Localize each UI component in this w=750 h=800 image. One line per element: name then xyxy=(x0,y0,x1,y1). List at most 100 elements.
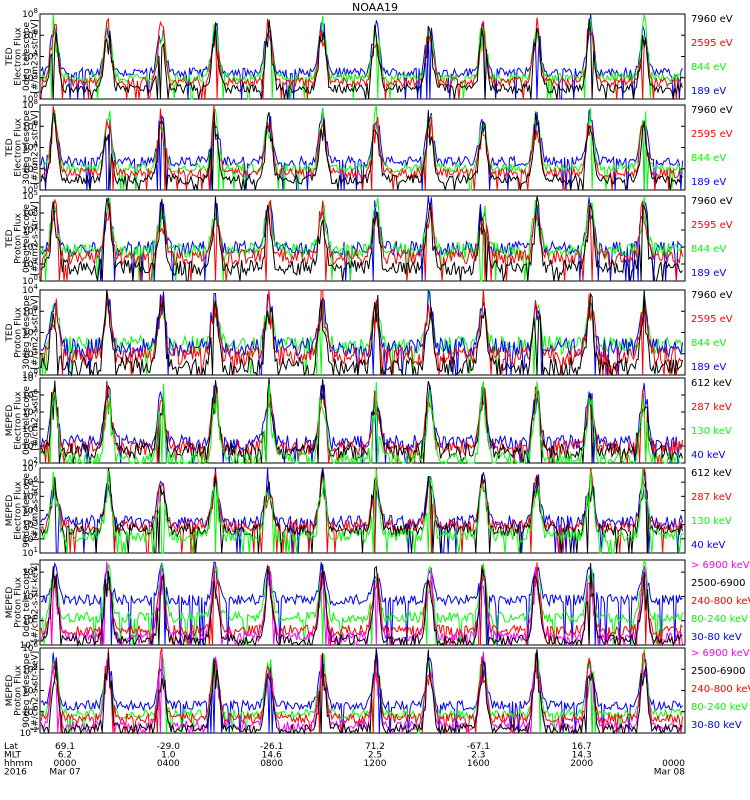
legend-entry: 130 keV xyxy=(691,516,732,527)
series-line-287-kev xyxy=(40,467,683,554)
y-axis-label-line: Proton Flux xyxy=(14,577,24,628)
x-tick-label: -67.1 xyxy=(467,742,490,752)
x-row-label: hhmm xyxy=(4,759,33,769)
y-axis-label-line: TED xyxy=(5,47,15,66)
x-tick-label: 1200 xyxy=(364,759,387,769)
legend-entry: 844 eV xyxy=(691,62,726,73)
series-line-40-kev xyxy=(40,467,683,554)
x-tick-label: 14.6 xyxy=(262,751,282,761)
series-line-7960-ev xyxy=(40,195,683,282)
legend-entry: 2595 eV xyxy=(691,314,733,325)
x-tick-label: 16.7 xyxy=(572,742,592,752)
series-line-130-kev xyxy=(40,468,683,554)
y-axis-label-line: [#/cm2-s-str-eV] xyxy=(31,201,41,276)
y-axis-label-line: [#/cm2-s-str-keV] xyxy=(31,651,41,730)
series-group xyxy=(40,559,683,647)
y-axis-label-line: [#/cm2-s-str] xyxy=(31,390,41,450)
series-line-30-80-kev xyxy=(40,561,683,646)
legend-entry: 287 keV xyxy=(691,402,732,413)
series-line-2500-6900 xyxy=(40,562,683,647)
y-axis-label-line: 30deg telescope xyxy=(22,295,32,370)
legend: 7960 eV 2595 eV 844 eV 189 eV xyxy=(691,196,733,279)
x-tick-label: Mar 08 xyxy=(654,768,686,778)
x-tick-label: 0000 xyxy=(54,759,77,769)
y-axis-label-line: 30deg telescope xyxy=(22,110,32,185)
legend-entry: 7960 eV xyxy=(691,196,733,207)
x-tick-label: -29.0 xyxy=(157,742,181,752)
x-tick-label: 2.5 xyxy=(368,751,382,761)
y-axis-label-line: 0deg telescope xyxy=(22,22,32,92)
series-line-80-240-kev xyxy=(40,559,683,646)
y-axis-label-line: MEPED xyxy=(5,587,15,619)
y-axis-label-line: Proton Flux xyxy=(14,665,24,716)
x-tick-label: 71.2 xyxy=(365,742,385,752)
series-line-287-kev xyxy=(40,382,683,464)
series-line-7960-ev xyxy=(40,289,683,377)
legend-entry: 80-240 keV xyxy=(691,702,748,713)
legend: 612 keV 287 keV 130 keV 40 keV xyxy=(691,468,732,551)
y-axis-label-line: [#/cm2-s-str-keV] xyxy=(31,563,41,642)
series-line-612-kev xyxy=(40,377,683,464)
y-axis-label-line: 90deg telescope xyxy=(22,653,32,728)
x-row-label: MLT xyxy=(4,751,22,761)
y-axis-label-line: Proton Flux xyxy=(14,307,24,358)
x-tick-label: 6.2 xyxy=(58,751,72,761)
series-line-612-kev xyxy=(40,467,683,554)
series-line-189-ev xyxy=(40,195,683,282)
legend-entry: 2500-6900 xyxy=(691,666,746,677)
y-axis-label-line: MEPED xyxy=(5,675,15,707)
y-axis-label-line: TED xyxy=(5,323,15,342)
x-tick-label: 2.3 xyxy=(471,751,485,761)
series-line-240-800-kev xyxy=(40,647,683,734)
series-line-2595-ev xyxy=(40,17,683,100)
legend: > 6900 keV 2500-6900 240-800 keV 80-240 keV… xyxy=(691,560,750,643)
y-axis-label-line: MEPED xyxy=(5,495,15,527)
legend: 7960 eV 2595 eV 844 eV 189 eV xyxy=(691,290,733,373)
y-axis-label-line: [#/cm2-s-str] xyxy=(31,480,41,540)
series-line-130-kev xyxy=(40,381,683,465)
legend-entry: 2595 eV xyxy=(691,129,733,140)
legend-entry: 844 eV xyxy=(691,244,726,255)
legend-entry: 240-800 keV xyxy=(691,596,750,607)
series-group xyxy=(40,467,683,554)
legend-entry: 7960 eV xyxy=(691,105,733,116)
legend-entry: 2595 eV xyxy=(691,220,733,231)
x-tick-label: 0400 xyxy=(157,759,180,769)
legend-entry: 287 keV xyxy=(691,492,732,503)
legend: 612 keV 287 keV 130 keV 40 keV xyxy=(691,378,732,461)
legend: 7960 eV 2595 eV 844 eV 189 eV xyxy=(691,14,733,97)
legend-entry: 40 keV xyxy=(691,540,725,551)
series-group xyxy=(40,289,683,377)
legend-entry: 7960 eV xyxy=(691,14,733,25)
y-axis-label-line: 0deg telescope xyxy=(22,204,32,274)
y-axis-label-line: 0deg telescope xyxy=(22,386,32,456)
legend-entry: 189 eV xyxy=(691,268,726,279)
y-axis-label-line: Electron Flux xyxy=(14,118,24,177)
y-axis-label-line: [#/cm2-s-str-eV] xyxy=(31,19,41,94)
legend-entry: 2595 eV xyxy=(691,38,733,49)
legend-entry: 189 eV xyxy=(691,177,726,188)
series-line-2595-ev xyxy=(40,199,683,282)
series-line-2500-6900 xyxy=(40,649,683,735)
series-line-189-ev xyxy=(40,107,683,191)
y-axis-label-line: MEPED xyxy=(5,405,15,437)
series-line-7960-ev xyxy=(40,110,683,191)
legend-entry: 240-800 keV xyxy=(691,684,750,695)
legend-entry: 844 eV xyxy=(691,338,726,349)
